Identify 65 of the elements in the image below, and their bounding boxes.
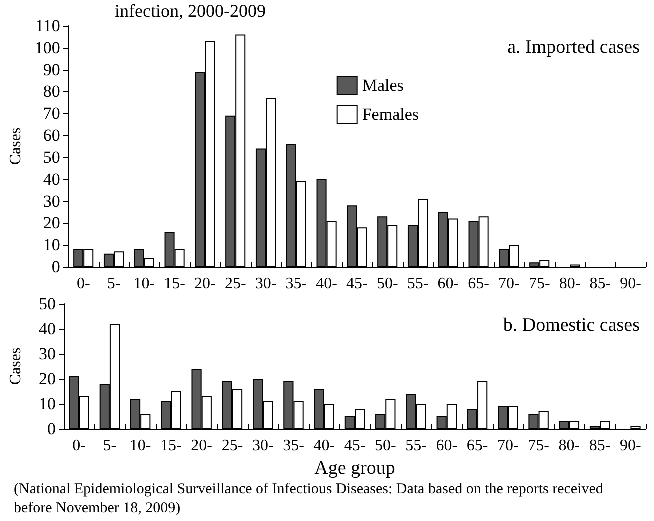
x-tick-label: 15-: [164, 276, 186, 292]
x-tick-label: 30-: [252, 438, 274, 454]
y-tick-label: 80: [43, 82, 60, 102]
x-tick-label: 45-: [344, 438, 366, 454]
y-tick-label: 30: [39, 344, 56, 364]
x-tick-label: 70-: [497, 438, 519, 454]
y-tick-label: 40: [39, 320, 56, 338]
x-tick-label: 0-: [76, 276, 90, 292]
x-tick-label: 80-: [558, 438, 580, 454]
y-tick-label: 10: [43, 236, 60, 255]
text: (National Epidemiological Surveillance of Infectious Diseases: Data based on the reports received before November 18, 2009): [14, 482, 608, 516]
x-tick-label: 20-: [191, 438, 213, 454]
y-axis-title: Cases: [8, 348, 24, 386]
x-tick-label: 55-: [407, 276, 429, 292]
x-tick-label: 50-: [374, 438, 396, 454]
x-tick-label: 85-: [590, 276, 612, 292]
legend-label: Males: [362, 76, 404, 95]
x-tick-label: 50-: [376, 276, 398, 292]
text: b. Domestic cases: [503, 315, 640, 336]
x-tick-label: 60-: [438, 276, 460, 292]
x-tick-label: 85-: [589, 438, 611, 454]
x-tick-label: 40-: [314, 438, 336, 454]
x-tick-label: 35-: [283, 438, 304, 454]
x-tick-label: 5-: [103, 438, 117, 454]
x-tick-label: 25-: [222, 438, 244, 454]
x-tick-label: 25-: [224, 276, 246, 292]
y-tick-label: 30: [43, 192, 60, 211]
x-tick-label: 15-: [160, 438, 182, 454]
y-tick-label: 110: [36, 16, 60, 36]
y-tick-label: 20: [43, 214, 60, 233]
y-tick-label: 90: [43, 60, 60, 80]
legend-label: Females: [362, 105, 420, 124]
x-tick-label: 65-: [466, 438, 488, 454]
x-tick-label: 30-: [255, 276, 277, 292]
y-tick-label: 0: [52, 258, 60, 276]
y-tick-label: 0: [48, 420, 56, 438]
text: infection, 2000-2009: [115, 1, 266, 21]
y-tick-label: 50: [39, 294, 56, 314]
x-tick-label: 90-: [620, 438, 642, 454]
x-tick-label: 40-: [316, 276, 338, 292]
x-tick-label: 70-: [498, 276, 520, 292]
x-tick-label: 80-: [559, 276, 581, 292]
x-tick-label: 75-: [528, 276, 550, 292]
x-tick-label: 10-: [134, 276, 156, 292]
y-tick-label: 50: [43, 148, 60, 167]
y-tick-label: 40: [43, 170, 60, 189]
x-tick-label: 5-: [107, 276, 121, 292]
y-tick-label: 10: [39, 394, 56, 414]
x-tick-label: 60-: [436, 438, 458, 454]
x-tick-label: 10-: [130, 438, 152, 454]
y-tick-label: 100: [34, 38, 60, 58]
x-tick-label: 35-: [286, 276, 308, 292]
y-tick-label: 70: [43, 104, 60, 124]
x-tick-label: 0-: [72, 438, 86, 454]
x-tick-label: 90-: [620, 276, 642, 292]
y-tick-label: 20: [39, 370, 56, 388]
x-tick-label: 75-: [528, 438, 550, 454]
x-tick-label: 45-: [346, 276, 368, 292]
x-tick-label: 20-: [194, 276, 216, 292]
x-tick-label: 55-: [406, 438, 427, 454]
text: a. Imported cases: [508, 37, 640, 58]
y-tick-label: 60: [43, 126, 60, 146]
y-axis-title: Cases: [8, 128, 24, 166]
x-axis-title: Age group: [314, 458, 396, 479]
x-tick-label: 65-: [468, 276, 490, 292]
